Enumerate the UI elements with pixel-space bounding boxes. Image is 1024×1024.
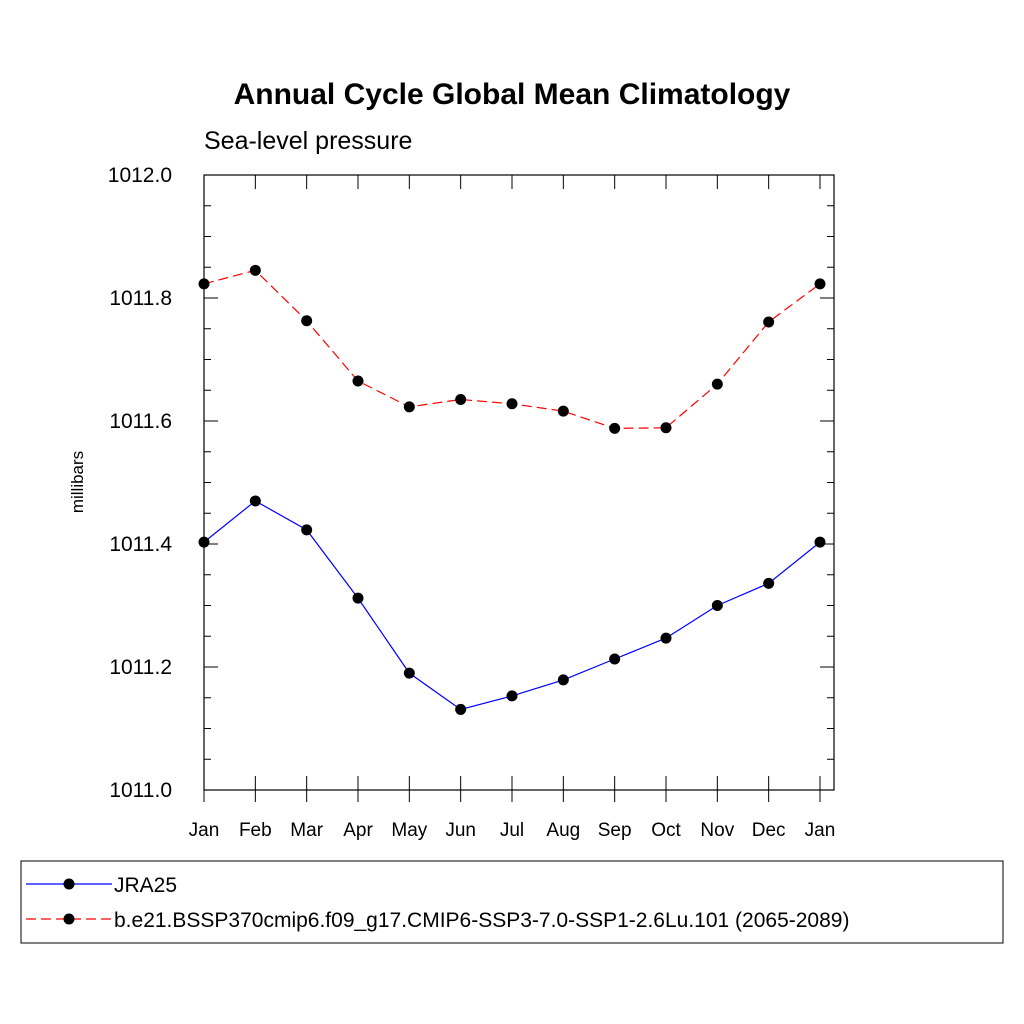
series-2-point xyxy=(557,405,569,417)
legend-marker-2 xyxy=(63,913,75,925)
series-2-point xyxy=(660,422,672,434)
series-1-point xyxy=(711,600,723,611)
series-1-point xyxy=(352,592,364,604)
x-tick-label: Feb xyxy=(239,820,272,841)
series-2-point xyxy=(301,315,313,327)
series-1-point xyxy=(301,524,313,536)
series-2-point xyxy=(198,278,210,290)
series-2-point xyxy=(763,316,775,328)
series-1-point xyxy=(660,632,672,644)
series-1-point xyxy=(763,577,775,589)
legend-marker-1 xyxy=(63,878,75,890)
x-tick-label: Mar xyxy=(290,820,323,841)
x-tick-label: Jun xyxy=(445,820,476,841)
legend-label-1: JRA25 xyxy=(114,874,177,897)
x-tick-label: Aug xyxy=(546,820,580,841)
x-tick-label: Oct xyxy=(651,820,681,841)
x-tick-label: Dec xyxy=(752,820,786,841)
legend-label-2: b.e21.BSSP370cmip6.f09_g17.CMIP6-SSP3-7.… xyxy=(114,909,849,932)
y-tick-label: 1011.6 xyxy=(109,410,172,433)
series-2-point xyxy=(814,278,826,290)
x-tick-label: Jul xyxy=(500,820,524,841)
plot-frame xyxy=(203,174,835,791)
series-1-point xyxy=(506,690,518,702)
y-axis-title: millibars xyxy=(68,451,87,513)
series-2-point xyxy=(455,393,467,405)
y-tick-label: 1011.4 xyxy=(109,533,172,556)
x-tick-label: Jan xyxy=(805,820,836,841)
series-1-point xyxy=(557,674,569,686)
x-tick-label: Sep xyxy=(598,820,632,841)
series-1-point xyxy=(455,703,467,715)
series-2-point xyxy=(609,422,621,434)
x-tick-label: Nov xyxy=(700,820,734,841)
plot-area: 1011.0 1011.2 1011.4 1011.6 1011.8 1012.0 Jan F… xyxy=(108,164,836,841)
series-1-point xyxy=(198,536,210,548)
series-2-point xyxy=(711,378,723,390)
series-1-point xyxy=(609,653,621,665)
series-2-point xyxy=(352,375,364,387)
series-2-point xyxy=(249,264,261,276)
series-1-point xyxy=(403,667,415,679)
y-tick-label: 1011.8 xyxy=(109,287,172,310)
series-2-point xyxy=(403,401,415,413)
series-2-point xyxy=(506,398,518,410)
y-tick-label: 1011.0 xyxy=(109,779,172,802)
x-tick-label: Jan xyxy=(189,820,220,841)
series-1-point xyxy=(814,536,826,548)
chart-subtitle: Sea-level pressure xyxy=(204,127,412,155)
legend-box xyxy=(20,860,1004,944)
chart-title: Annual Cycle Global Mean Climatology xyxy=(234,78,791,111)
x-tick-label: May xyxy=(391,820,427,841)
x-tick-label: Apr xyxy=(343,820,373,841)
legend: JRA25 b.e21.BSSP370cmip6.f09_g17.CMIP6-SS… xyxy=(20,860,1004,944)
y-tick-label: 1012.0 xyxy=(108,164,172,187)
series-line-1 xyxy=(203,500,821,711)
y-tick-label: 1011.2 xyxy=(109,656,172,679)
series-1-point xyxy=(249,495,261,507)
